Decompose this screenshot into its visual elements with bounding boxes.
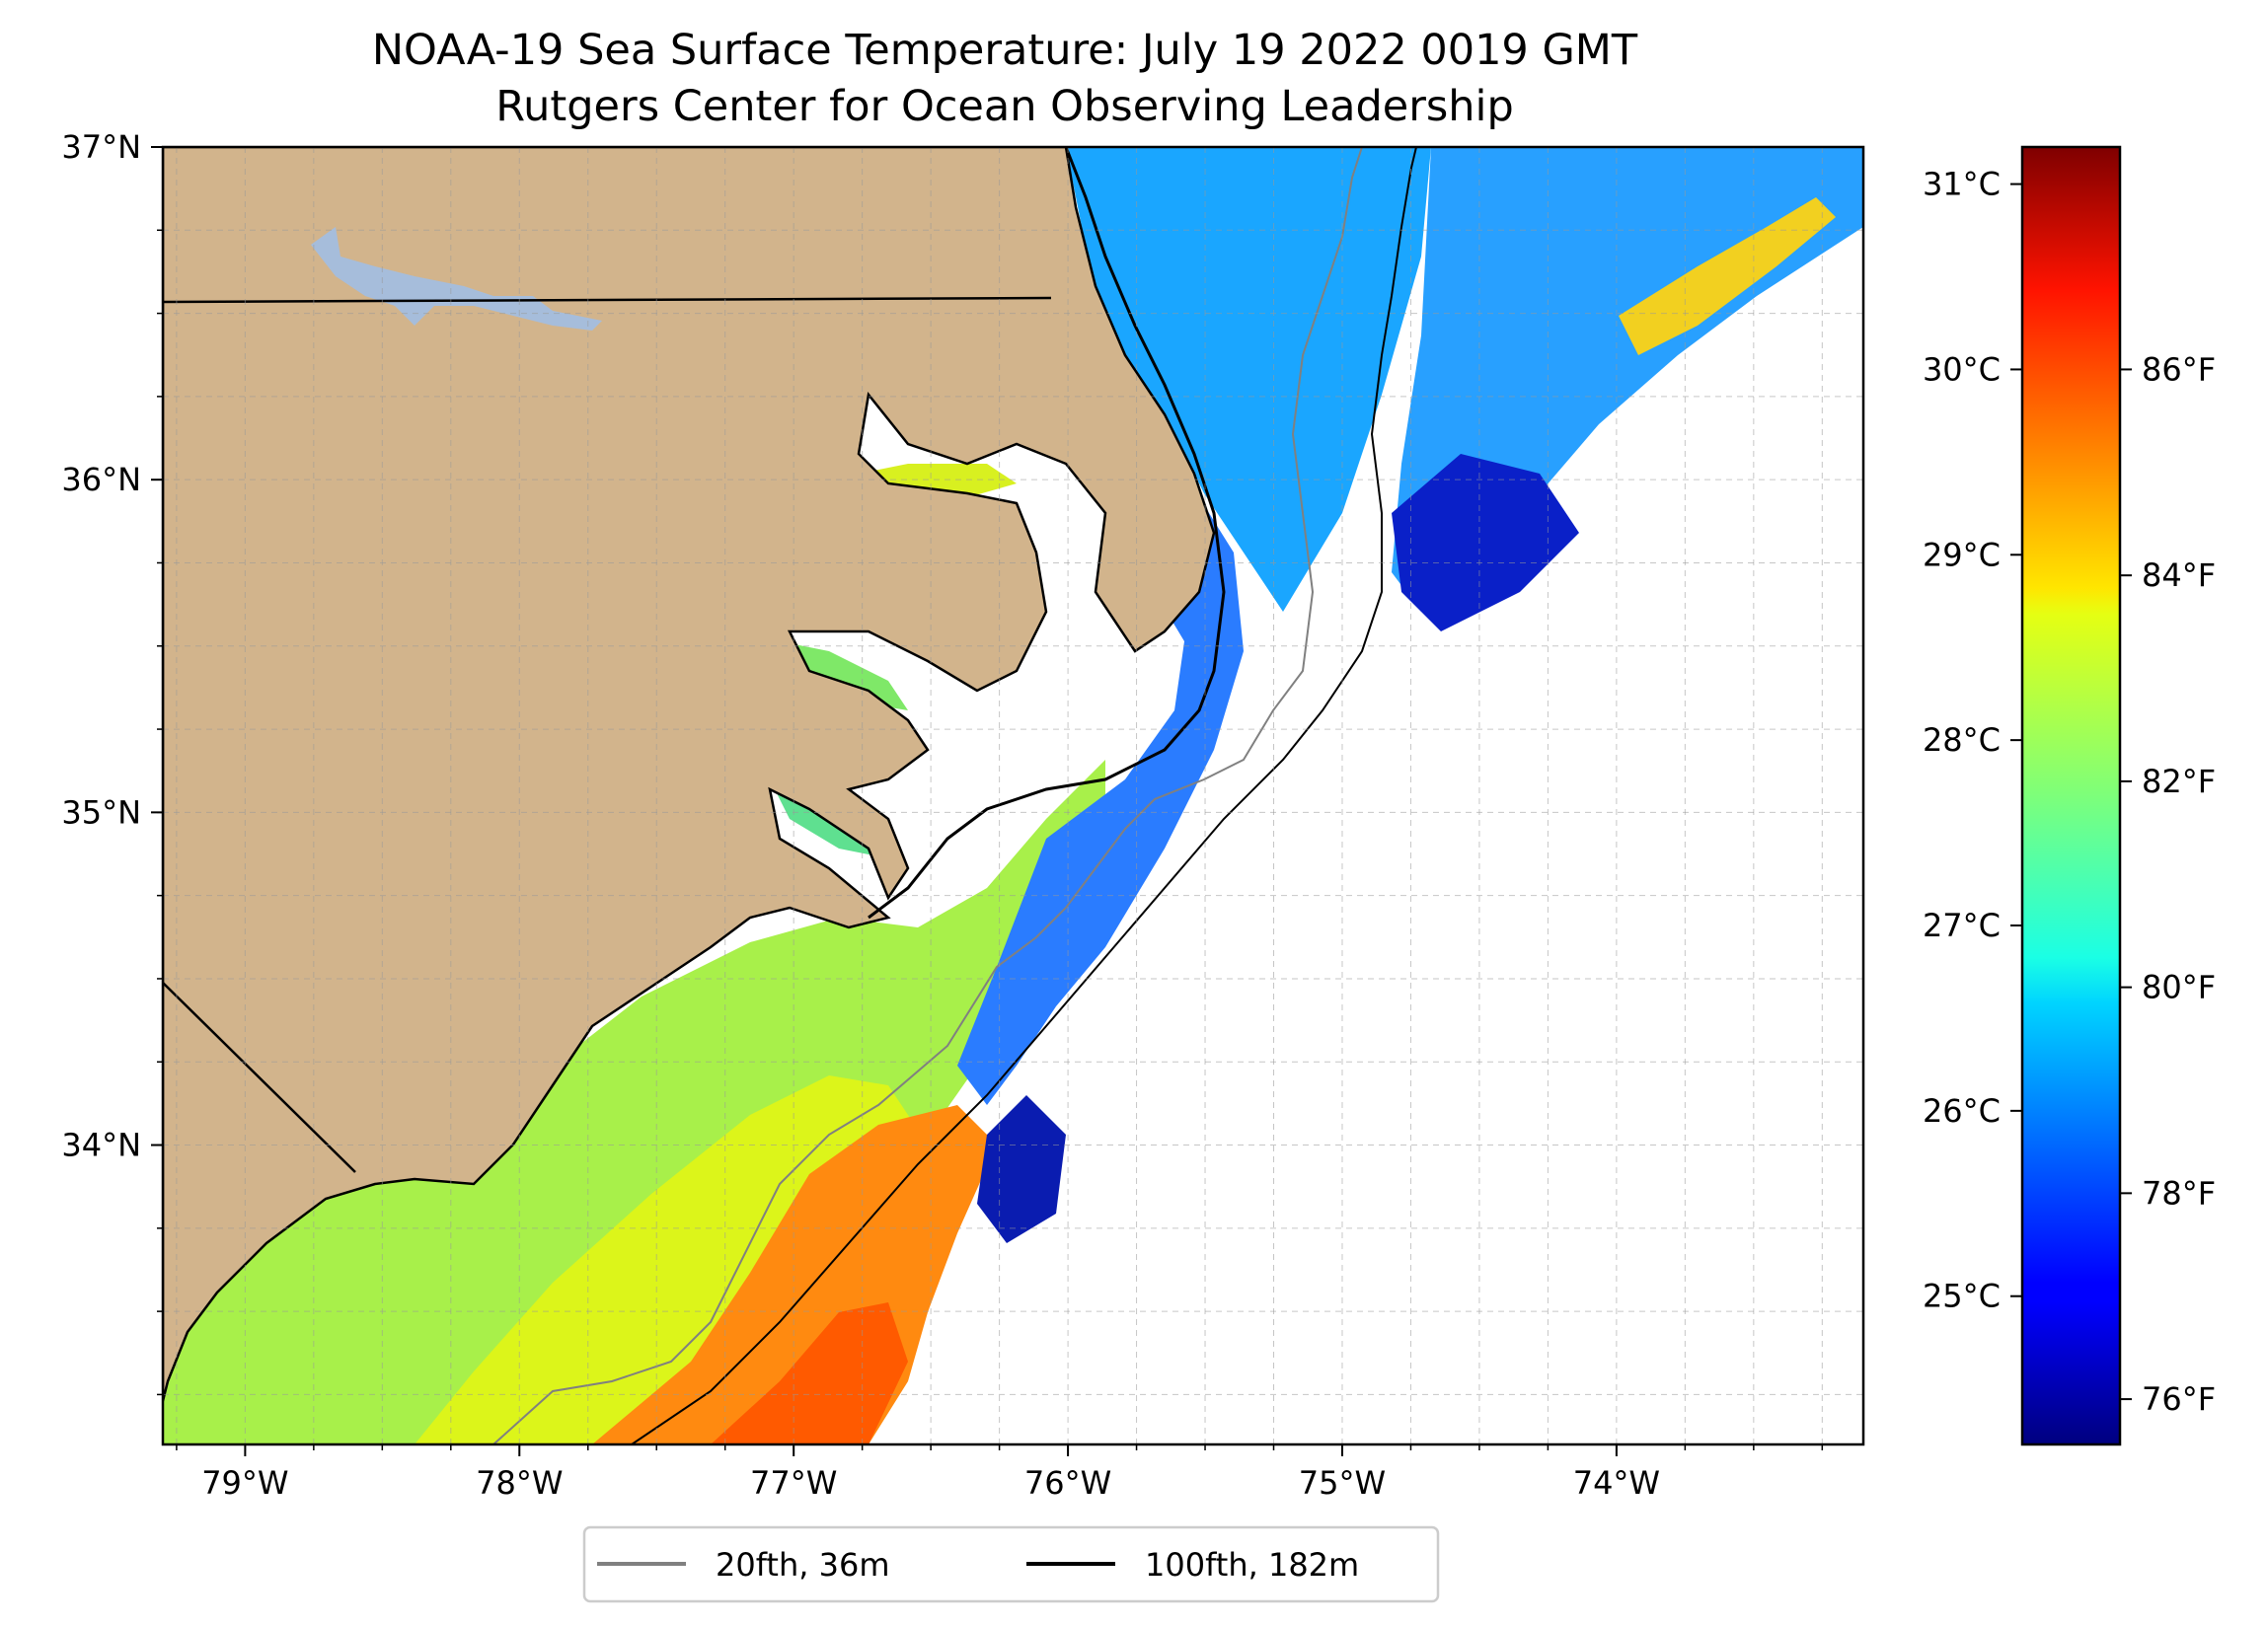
sst-shelf-green (163, 760, 1105, 1444)
sst-raster (163, 147, 1863, 1444)
celsius-tick-label: 31°C (1923, 166, 2001, 203)
sst-sound-green (780, 641, 908, 710)
celsius-tick-label: 30°C (1923, 350, 2001, 388)
celsius-tick-label: 29°C (1923, 536, 2001, 573)
fahrenheit-tick-label: 78°F (2142, 1174, 2216, 1212)
colorbar-gradient (2020, 145, 2122, 1446)
lake (311, 227, 602, 331)
state-border-va-nc (163, 296, 1052, 304)
lat-tick-label: 35°N (61, 793, 141, 831)
lat-tick-label: 37°N (61, 128, 141, 166)
sst-nearshore-blue (957, 474, 1244, 1105)
map-frame (161, 145, 1865, 1446)
lon-tick-label: 79°W (201, 1464, 288, 1502)
colorbar-fahrenheit-axis: 76°F 78°F 80°F 82°F 84°F 86°F (2120, 350, 2216, 1418)
outer-banks (868, 147, 1226, 920)
lon-tick-label: 78°W (476, 1464, 563, 1502)
map-title: NOAA-19 Sea Surface Temperature: July 19… (372, 26, 1638, 75)
celsius-tick-label: 26°C (1923, 1092, 2001, 1130)
fahrenheit-tick-label: 82°F (2142, 763, 2216, 800)
lon-tick-label: 75°W (1299, 1464, 1386, 1502)
lon-tick-label: 74°W (1573, 1464, 1660, 1502)
isobath-100fth (631, 147, 1417, 1444)
map-gridlines (163, 147, 1863, 1444)
sst-warm-streak-ne (1619, 197, 1836, 355)
lat-tick-label: 34°N (61, 1127, 141, 1164)
legend: 20fth, 36m 100fth, 182m (582, 1525, 1440, 1603)
latitude-axis: 37°N 36°N 35°N 34°N (61, 128, 163, 1396)
map-subtitle: Rutgers Center for Ocean Observing Leade… (495, 82, 1514, 131)
celsius-tick-label: 27°C (1923, 907, 2001, 944)
longitude-axis: 79°W 78°W 77°W 76°W 75°W 74°W (176, 1444, 1824, 1502)
celsius-tick-label: 25°C (1923, 1278, 2001, 1315)
sst-warm-core (711, 1302, 908, 1444)
celsius-tick-label: 28°C (1923, 721, 2001, 759)
state-border-nc-sc (163, 982, 356, 1173)
lon-tick-label: 77°W (750, 1464, 837, 1502)
sst-offshore-cyan (1066, 147, 1431, 612)
legend-label-100fth: 100fth, 182m (1145, 1546, 1359, 1584)
legend-label-20fth: 20fth, 36m (716, 1546, 889, 1584)
sst-blue-eddy (1392, 454, 1579, 631)
fahrenheit-tick-label: 84°F (2142, 556, 2216, 594)
legend-box (582, 1525, 1440, 1603)
sst-deep-blue-patch (977, 1095, 1066, 1243)
colorbar: 25°C 26°C 27°C 28°C 29°C 30°C 31°C 76°F 78°F 80°… (1923, 145, 2216, 1446)
lon-tick-label: 76°W (1024, 1464, 1111, 1502)
colorbar-celsius-axis: 25°C 26°C 27°C 28°C 29°C 30°C 31°C (1923, 166, 2022, 1315)
isobath-20fth (492, 147, 1363, 1444)
fahrenheit-tick-label: 86°F (2142, 350, 2216, 388)
map-panel (163, 147, 1863, 1444)
fahrenheit-tick-label: 80°F (2142, 969, 2216, 1006)
lat-tick-label: 36°N (61, 461, 141, 498)
fahrenheit-tick-label: 76°F (2142, 1380, 2216, 1418)
